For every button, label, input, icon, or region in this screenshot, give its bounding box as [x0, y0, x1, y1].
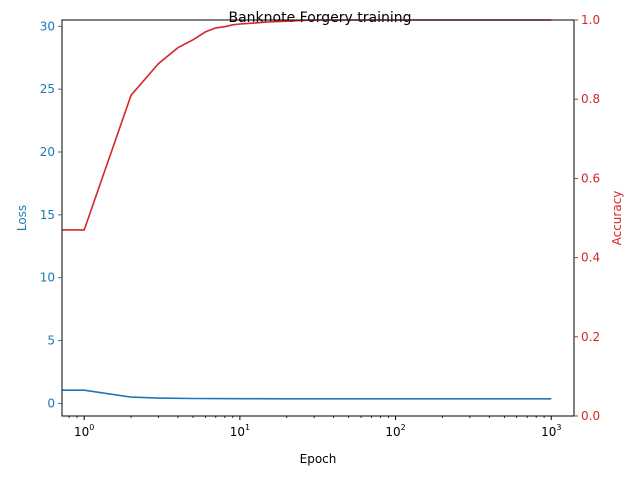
left-y-tick-label: 15: [40, 208, 55, 222]
x-tick-label: 103: [541, 423, 561, 439]
right-y-tick-label: 0.0: [581, 409, 600, 423]
left-y-tick-label: 5: [47, 334, 55, 348]
x-axis: 100 101 102 103: [68, 416, 561, 439]
right-y-tick-label: 0.8: [581, 92, 600, 106]
left-y-axis: 0 5 10 15 20 25 30: [40, 19, 62, 410]
plot-lines: [62, 19, 552, 400]
accuracy-series-line: [62, 19, 552, 231]
left-y-tick-label: 10: [40, 271, 55, 285]
right-y-axis-label: Accuracy: [610, 191, 624, 246]
x-tick-label: 102: [385, 423, 405, 439]
left-y-tick-label: 30: [40, 19, 55, 33]
right-y-tick-label: 1.0: [581, 13, 600, 27]
left-y-tick-label: 20: [40, 145, 55, 159]
x-tick-label: 101: [230, 423, 250, 439]
left-y-tick-label: 25: [40, 82, 55, 96]
loss-series-line: [62, 389, 552, 400]
right-y-tick-label: 0.2: [581, 330, 600, 344]
right-y-axis: 0.0 0.2 0.4 0.6 0.8 1.0: [574, 13, 600, 423]
x-tick-label: 100: [74, 423, 94, 439]
left-y-tick-label: 0: [47, 396, 55, 410]
right-y-tick-label: 0.4: [581, 251, 600, 265]
right-y-tick-label: 0.6: [581, 171, 600, 185]
left-y-axis-label: Loss: [15, 205, 29, 231]
plot-frame: [61, 19, 575, 417]
x-axis-label: Epoch: [300, 452, 337, 466]
